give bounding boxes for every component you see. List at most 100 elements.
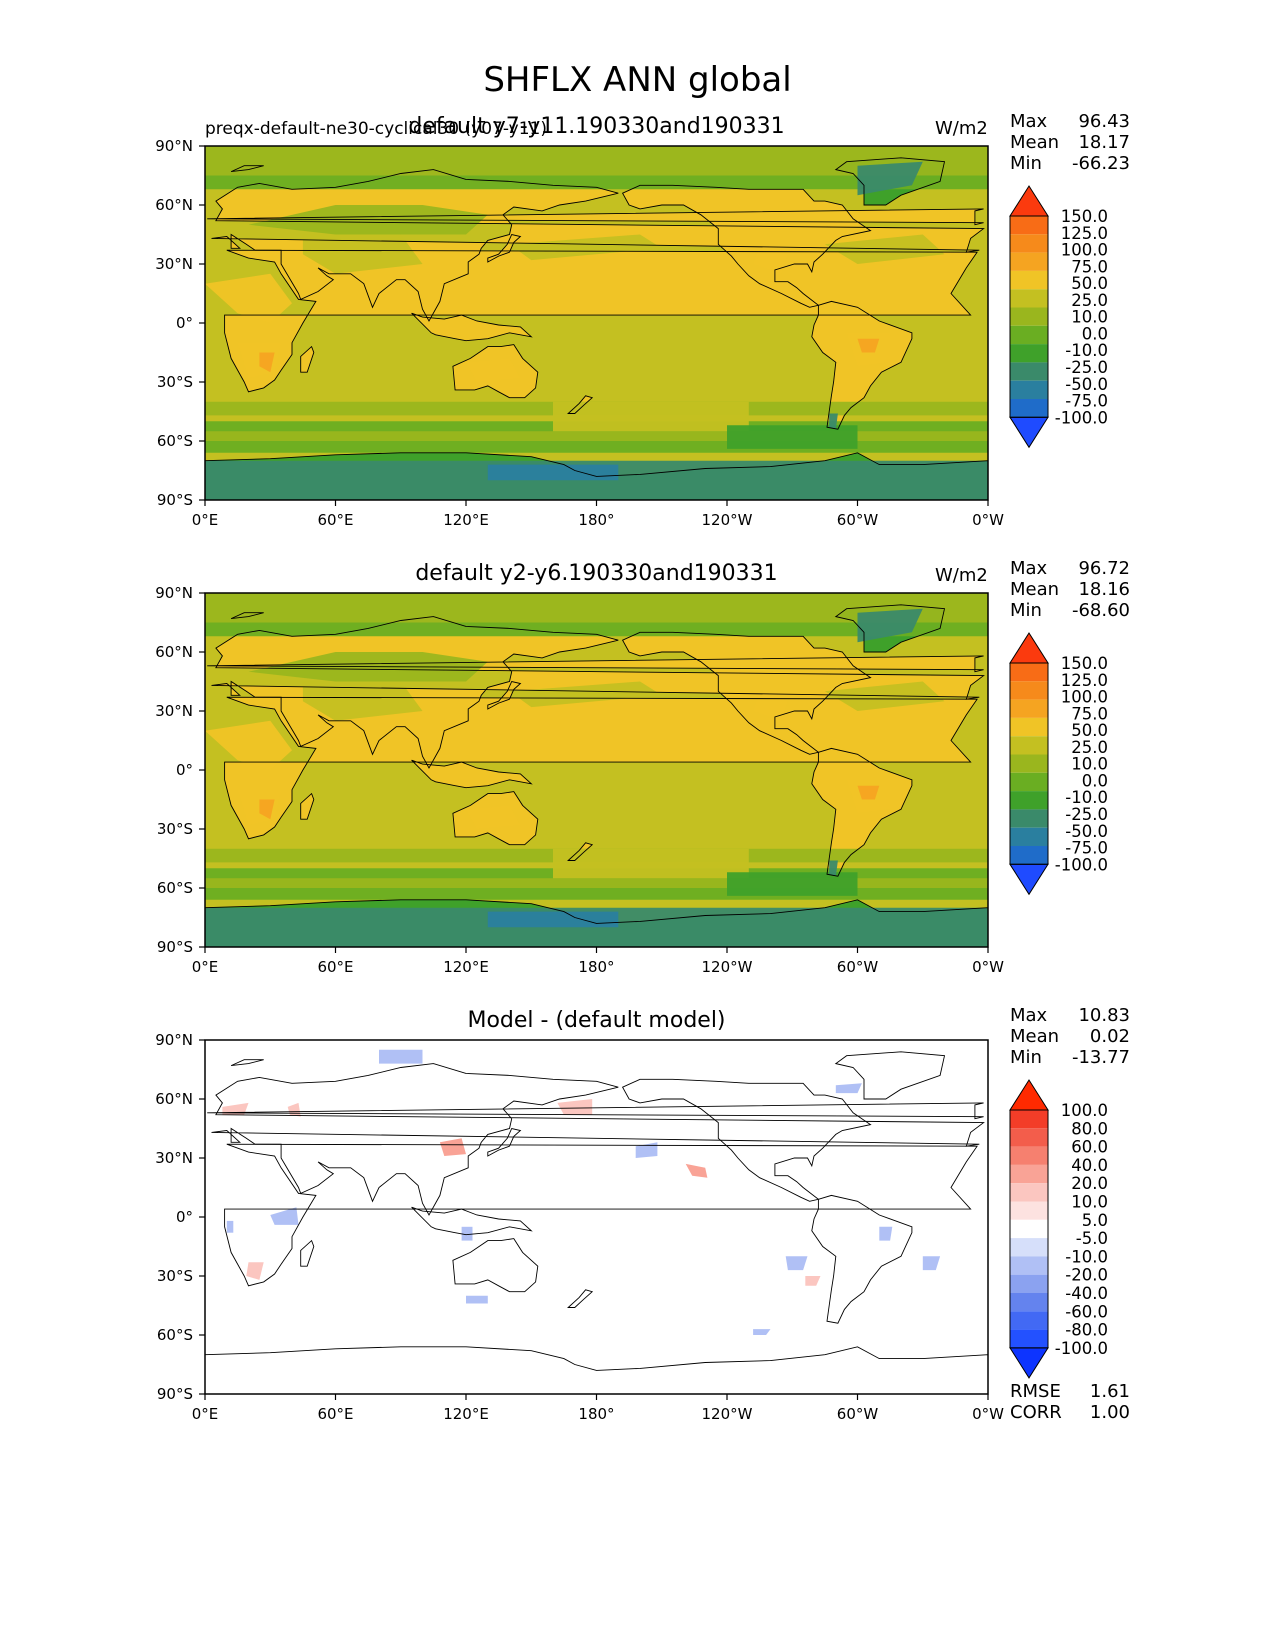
difference-contour — [461, 1226, 473, 1241]
stat-max-value: 96.43 — [1078, 111, 1130, 132]
field-contour — [829, 860, 838, 877]
colorbar-tick-label: 5.0 — [1082, 1211, 1108, 1230]
lat-tick-label: 90°N — [155, 1031, 193, 1049]
panel-left-label: preqx-default-ne30-cyclical30 (y07-y11) — [205, 119, 548, 139]
colorbar-tick-label: -80.0 — [1065, 1321, 1108, 1340]
field-contour — [259, 352, 275, 373]
panel-units: W/m2 — [935, 565, 988, 586]
colorbar-extend-max — [1009, 632, 1049, 664]
colorbar-tick-label: -40.0 — [1065, 1284, 1108, 1303]
field-contour — [205, 907, 988, 947]
colorbar-segment — [1010, 1183, 1048, 1202]
figure-title: SHFLX ANN global — [483, 60, 792, 100]
colorbar-tick-label: 10.0 — [1071, 755, 1108, 774]
colorbar-tick-label: -25.0 — [1065, 358, 1108, 377]
field-contour — [466, 805, 521, 829]
coastline-svalbard — [230, 165, 264, 173]
stat-mean-value: 0.02 — [1089, 1026, 1130, 1047]
colorbar-segment — [1010, 1238, 1048, 1257]
coastline-australia — [452, 344, 539, 399]
lon-tick-label: 0°W — [972, 511, 1004, 529]
map-panel-1: 90°N 60°N 30°N 0° 30°S 60°S 90°S 0°E 60°E 120°E 18… — [155, 137, 1004, 529]
field-contour — [205, 878, 988, 888]
field-contour — [302, 234, 423, 274]
difference-contour — [753, 1329, 771, 1335]
colorbar-tick-label: 100.0 — [1061, 688, 1108, 707]
colorbar-segment — [1010, 399, 1048, 418]
difference-contour — [226, 1220, 234, 1233]
stat-min-label: Min — [1010, 153, 1042, 174]
lon-tick-label: 0°E — [192, 511, 219, 529]
colorbar-segment — [1010, 1146, 1048, 1165]
colorbar-tick-label: 25.0 — [1071, 738, 1108, 757]
colorbar-tick-label: 100.0 — [1061, 1101, 1108, 1120]
colorbar-segment — [1010, 827, 1048, 846]
colorbar-tick-label: 10.0 — [1071, 308, 1108, 327]
field-contour — [553, 848, 749, 879]
difference-contour — [557, 1099, 593, 1115]
colorbar-tick-label: 20.0 — [1071, 1174, 1108, 1193]
difference-contour — [635, 1142, 658, 1158]
colorbar-segment — [1010, 736, 1048, 755]
colorbar-extend-max — [1009, 185, 1049, 217]
land-field-madagascar — [300, 793, 314, 820]
stat-min-value: -66.23 — [1071, 153, 1130, 174]
panel-title: default y7-y11.190330and190331 — [408, 114, 785, 139]
lat-tick-label: 60°S — [157, 879, 193, 897]
coastline-australia — [452, 1238, 539, 1293]
colorbar-segment — [1010, 1274, 1048, 1293]
colorbar-tick-label: 75.0 — [1071, 257, 1108, 276]
lon-tick-label: 180° — [578, 1405, 614, 1423]
stat-min-value: -68.60 — [1071, 600, 1130, 621]
field-contour — [824, 234, 945, 264]
lon-tick-label: 0°E — [192, 958, 219, 976]
colorbar-segment — [1010, 754, 1048, 773]
colorbar-segment — [1010, 216, 1048, 235]
lon-tick-label: 0°E — [192, 1405, 219, 1423]
coastline-australia — [452, 791, 539, 846]
field-contour — [727, 872, 858, 896]
field-contour — [727, 425, 858, 449]
colorbar-tick-label: 0.0 — [1082, 324, 1108, 343]
colorbar-tick-label: -10.0 — [1065, 341, 1108, 360]
lon-tick-label: 120°E — [443, 1405, 489, 1423]
colorbar-segment — [1010, 846, 1048, 865]
colorbar-segment — [1010, 772, 1048, 792]
lat-tick-label: 30°N — [155, 702, 193, 720]
field-contour — [205, 593, 988, 623]
colorbar-tick-label: -5.0 — [1076, 1229, 1108, 1248]
colorbar-segment — [1010, 1219, 1048, 1239]
coastline-new_zealand — [567, 842, 594, 861]
difference-contour — [879, 1226, 893, 1241]
colorbar-tick-label: -10.0 — [1065, 1247, 1108, 1266]
colorbar-tick-label: 100.0 — [1061, 241, 1108, 260]
lon-tick-label: 0°W — [972, 1405, 1004, 1423]
colorbar-segment — [1010, 380, 1048, 399]
stat-max-label: Max — [1010, 111, 1048, 132]
lat-tick-label: 60°N — [155, 643, 193, 661]
colorbar-segment — [1010, 1256, 1048, 1275]
colorbar-tick-label: 150.0 — [1061, 207, 1108, 226]
difference-contour — [270, 1207, 299, 1225]
colorbar-2: 150.0125.0100.075.050.025.010.00.0-10.0-… — [1009, 632, 1108, 896]
colorbar-tick-label: 0.0 — [1082, 771, 1108, 790]
stat-mean-value: 18.17 — [1078, 132, 1130, 153]
colorbar-segment — [1010, 809, 1048, 828]
colorbar-tick-label: 50.0 — [1071, 721, 1108, 740]
panel-units: W/m2 — [935, 118, 988, 139]
colorbar-tick-label: -10.0 — [1065, 788, 1108, 807]
lon-tick-label: 0°W — [972, 958, 1004, 976]
corr-label: CORR — [1010, 1402, 1062, 1423]
coastline-africa — [224, 696, 978, 840]
coastline-new_zealand — [567, 1289, 594, 1308]
colorbar-tick-label: 125.0 — [1061, 224, 1108, 243]
field-contour — [205, 622, 988, 637]
field-contour — [553, 401, 749, 432]
stat-mean-value: 18.16 — [1078, 579, 1130, 600]
lat-tick-label: 90°S — [157, 1385, 193, 1403]
difference-contour — [835, 1083, 862, 1094]
map-panel-3: 90°N 60°N 30°N 0° 30°S 60°S 90°S 0°E 60°E 120°E 18… — [155, 1031, 1004, 1423]
stat-mean-label: Mean — [1010, 1026, 1060, 1047]
colorbar-segment — [1010, 1201, 1048, 1220]
coastline-africa — [224, 249, 978, 393]
